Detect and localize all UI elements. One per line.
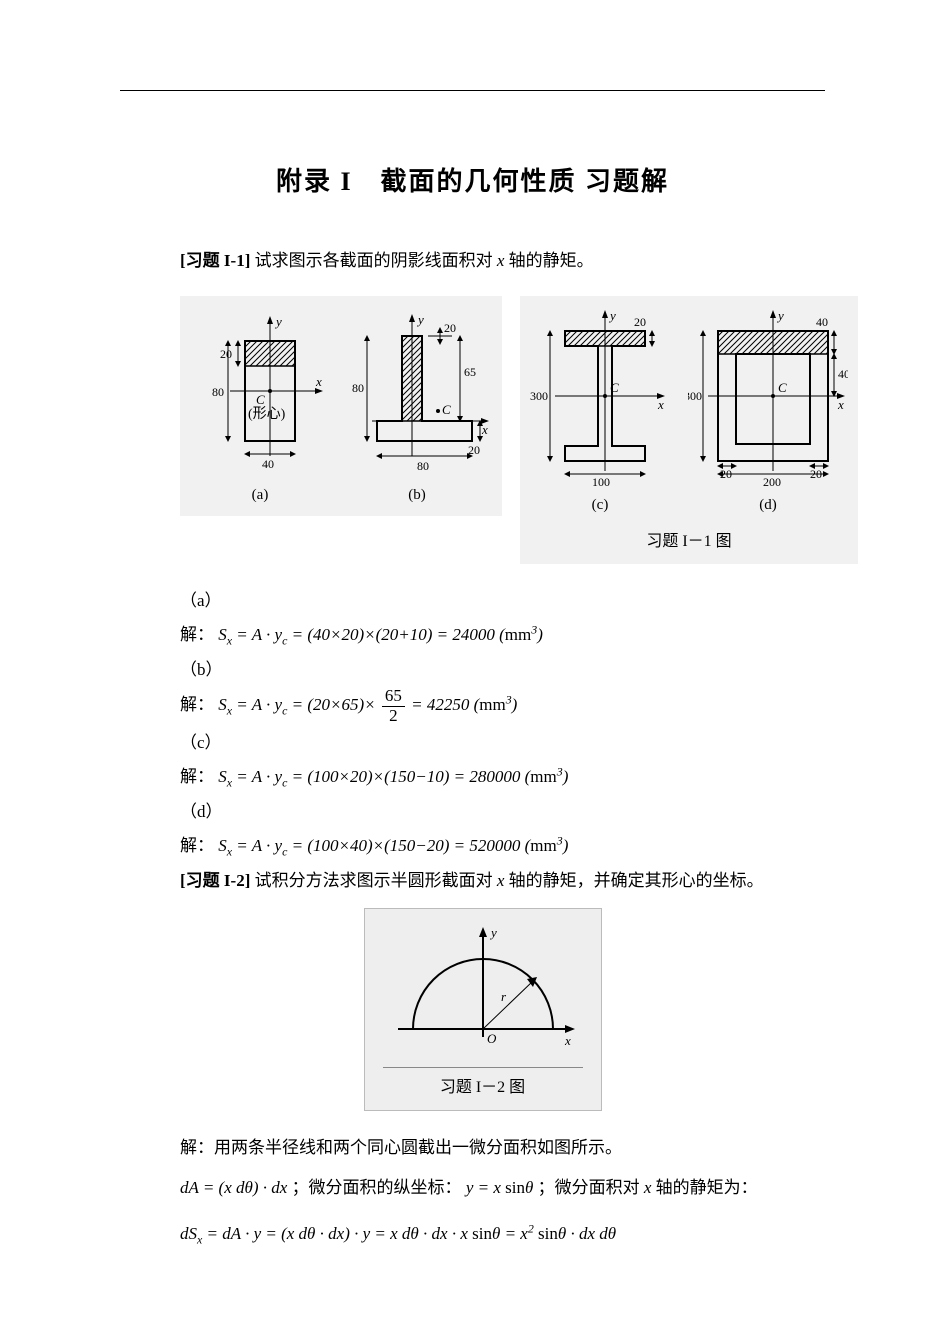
top-rule (120, 90, 825, 91)
sol-a-label: （a） (180, 584, 785, 618)
p2-text: 试积分方法求图示半圆形截面对 (255, 871, 493, 890)
sol-b-pre: 解： (180, 695, 214, 714)
svg-text:x: x (837, 397, 844, 412)
svg-text:x: x (315, 374, 322, 389)
sol-c: 解： Sx = A · yc = (100×20)×(150−10) = 280… (180, 760, 785, 795)
fig-a: y x C (形心) 80 20 40 (190, 306, 330, 510)
fig-panel-ab: y x C (形心) 80 20 40 (180, 296, 502, 516)
svg-text:x: x (657, 397, 664, 412)
sol-c-pre: 解： (180, 767, 214, 786)
p2-axis: x (497, 871, 505, 890)
svg-text:20: 20 (810, 467, 822, 481)
sol-b-label: （b） (180, 653, 785, 687)
sol2-line2: dA = (x dθ) · dx ；微分面积的纵坐标： y = x sinθ ；… (180, 1171, 785, 1205)
svg-text:80: 80 (212, 385, 224, 399)
svg-text:O: O (487, 1031, 497, 1046)
p1-label: [习题 I-1] (180, 251, 250, 270)
svg-text:300: 300 (530, 389, 548, 403)
sol-b: 解： Sx = A · yc = (20×65)× 652 = 42250 (m… (180, 687, 785, 725)
fig-a-cap: (a) (190, 480, 330, 510)
fig1-big-caption: 习题 I－1 图 (530, 526, 848, 558)
sol-a: 解： Sx = A · yc = (40×20)×(20+10) = 24000… (180, 618, 785, 653)
svg-text:40: 40 (262, 457, 274, 471)
fig2-caption: 习题 I－2 图 (383, 1067, 583, 1104)
svg-text:40: 40 (838, 367, 848, 381)
svg-text:C: C (778, 380, 787, 395)
fig-d: y x C 300 40 40 (688, 306, 848, 520)
svg-text:80: 80 (352, 381, 364, 395)
fig-b: y x C 20 65 80 (342, 306, 492, 510)
sol2-line1: 解：用两条半径线和两个同心圆截出一微分面积如图所示。 (180, 1131, 785, 1165)
problem-1: [习题 I-1] 试求图示各截面的阴影线面积对 x 轴的静矩。 (180, 244, 785, 278)
page-title: 附录 I 截面的几何性质 习题解 (0, 161, 945, 198)
svg-text:r: r (501, 989, 507, 1004)
svg-text:20: 20 (720, 467, 732, 481)
fig-b-cap: (b) (342, 480, 492, 510)
svg-text:y: y (608, 308, 616, 323)
svg-text:40: 40 (816, 315, 828, 329)
p2-text2: 轴的静矩，并确定其形心的坐标。 (509, 871, 764, 890)
svg-text:y: y (416, 312, 424, 327)
p1-axis: x (497, 251, 505, 270)
sol-c-label: （c） (180, 726, 785, 760)
svg-text:C: C (256, 392, 265, 407)
svg-text:y: y (274, 314, 282, 329)
sol2-line3: dSx = dA · y = (x dθ · dx) · y = x dθ · … (180, 1217, 785, 1252)
svg-text:300: 300 (688, 389, 702, 403)
svg-text:x: x (564, 1033, 571, 1048)
svg-text:200: 200 (763, 475, 781, 486)
svg-text:20: 20 (220, 347, 232, 361)
p1-text: 试求图示各截面的阴影线面积对 (255, 251, 493, 270)
svg-text:80: 80 (417, 459, 429, 473)
svg-text:20: 20 (444, 321, 456, 335)
svg-text:x: x (481, 422, 488, 437)
problem-2: [习题 I-2] 试积分方法求图示半圆形截面对 x 轴的静矩，并确定其形心的坐标… (180, 864, 785, 898)
p2-label: [习题 I-2] (180, 871, 250, 890)
svg-text:100: 100 (592, 475, 610, 486)
sol-d-label: （d） (180, 795, 785, 829)
figure-row-1: y x C (形心) 80 20 40 (180, 296, 785, 564)
svg-text:20: 20 (634, 315, 646, 329)
svg-text:(形心): (形心) (248, 406, 286, 422)
svg-text:y: y (489, 925, 497, 940)
fig-d-cap: (d) (688, 490, 848, 520)
semicircle-diagram: x y r O (383, 919, 583, 1059)
fig-c: y x C 300 20 100 (530, 306, 670, 520)
figure-2: x y r O 习题 I－2 图 (180, 908, 785, 1111)
svg-text:65: 65 (464, 365, 476, 379)
sol-a-pre: 解： (180, 625, 214, 644)
sol-d-pre: 解： (180, 836, 214, 855)
svg-text:C: C (610, 380, 619, 395)
svg-text:C: C (442, 402, 451, 417)
fig-c-cap: (c) (530, 490, 670, 520)
fig-panel-cd: y x C 300 20 100 (520, 296, 858, 564)
sol-d: 解： Sx = A · yc = (100×40)×(150−20) = 520… (180, 829, 785, 864)
p1-text2: 轴的静矩。 (509, 251, 594, 270)
svg-text:20: 20 (468, 443, 480, 457)
svg-text:y: y (776, 308, 784, 323)
